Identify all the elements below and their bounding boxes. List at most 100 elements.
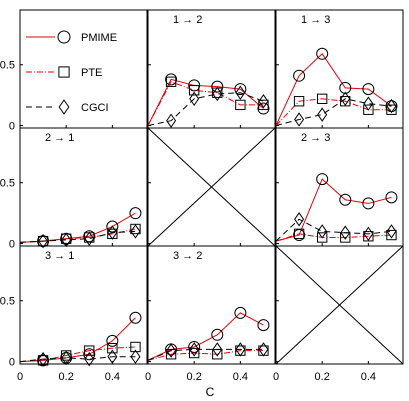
data-point-cgci bbox=[363, 226, 374, 242]
series-cgci bbox=[147, 342, 269, 361]
x-tick-label: 0.4 bbox=[361, 371, 376, 383]
data-point-pmime bbox=[316, 47, 329, 60]
data-point-cgci bbox=[84, 231, 95, 246]
x-tick-label: 0 bbox=[145, 371, 151, 383]
series-line bbox=[275, 233, 392, 242]
data-point-pte bbox=[317, 232, 328, 243]
data-point-pte bbox=[293, 96, 305, 107]
data-point-cgci bbox=[294, 112, 305, 127]
data-point-cgci bbox=[166, 343, 177, 358]
data-point-pte bbox=[386, 104, 397, 115]
data-point-cgci bbox=[317, 107, 328, 122]
y-tick-label: 0 bbox=[9, 121, 15, 133]
panel-frame bbox=[275, 127, 404, 247]
panel-label: 1 → 2 bbox=[173, 14, 202, 26]
data-point-cgci bbox=[386, 98, 397, 114]
panel-frame bbox=[19, 245, 148, 365]
series-line bbox=[147, 350, 264, 361]
data-point-pmime bbox=[339, 193, 352, 206]
data-point-pmime bbox=[234, 306, 247, 319]
data-point-cgci bbox=[317, 224, 328, 239]
series-line bbox=[147, 78, 264, 126]
series-pte bbox=[275, 228, 397, 243]
y-tick-label: 0 bbox=[9, 239, 15, 251]
x-tick-label: 0.4 bbox=[233, 371, 248, 383]
panel-frame bbox=[147, 245, 276, 365]
data-point-pmime bbox=[188, 79, 201, 92]
chart-panels: PMIME PTE CGCI 1 → 2 1 → 3 2 → 1 2 → 3 3 → 1 3 →… bbox=[19, 9, 404, 367]
data-point-cgci bbox=[189, 342, 200, 357]
data-point-cgci bbox=[340, 225, 351, 240]
panel-frame bbox=[19, 127, 148, 247]
x-tick-label: 0 bbox=[17, 371, 23, 383]
data-point-cgci bbox=[294, 212, 305, 227]
data-point-pmime bbox=[211, 80, 224, 93]
data-point-pte bbox=[84, 345, 95, 356]
data-point-cgci bbox=[38, 233, 49, 249]
panel-label: 3 → 1 bbox=[45, 250, 74, 262]
data-point-cgci bbox=[258, 342, 269, 357]
data-point-pmime bbox=[106, 220, 119, 233]
panel-1-1: PMIME PTE CGCI bbox=[19, 9, 148, 129]
data-point-pmime bbox=[129, 311, 142, 324]
legend-marker-diamond bbox=[58, 99, 70, 115]
series-cgci bbox=[19, 349, 141, 367]
data-point-pmime bbox=[385, 191, 398, 204]
data-point-cgci bbox=[386, 224, 397, 239]
data-point-cgci bbox=[107, 225, 118, 240]
y-tick-label: 0.5 bbox=[0, 60, 15, 72]
data-point-cgci bbox=[166, 113, 177, 128]
data-point-cgci bbox=[235, 85, 246, 100]
data-point-pmime bbox=[106, 334, 119, 347]
series-line bbox=[275, 98, 392, 127]
data-point-pmime bbox=[362, 197, 375, 210]
y-tick-label: 0.5 bbox=[0, 296, 15, 308]
x-tick-label: 0.2 bbox=[187, 371, 202, 383]
x-tick-label: 0 bbox=[273, 371, 279, 383]
panel-label: 1 → 3 bbox=[301, 14, 330, 26]
data-point-pmime bbox=[362, 83, 375, 96]
data-point-pte bbox=[189, 347, 200, 359]
data-point-pte bbox=[258, 99, 269, 111]
data-point-pmime bbox=[211, 328, 224, 341]
data-point-pte bbox=[363, 104, 374, 115]
data-point-pmime bbox=[257, 102, 270, 115]
series-line bbox=[275, 53, 392, 126]
series-pmime bbox=[275, 173, 398, 242]
legend-marker-circle bbox=[57, 30, 71, 44]
data-point-cgci bbox=[61, 350, 72, 366]
data-point-pmime bbox=[339, 81, 352, 94]
panel-label: 3 → 2 bbox=[173, 250, 202, 262]
axis-tick-labels: 0 0.5 0 0.5 0 0.5 0 0.2 0.4 0 0.2 0.4 0 0.2 0.4 bbox=[0, 60, 376, 383]
panel-3-2: 3 → 2 bbox=[147, 245, 276, 365]
legend-label: PMIME bbox=[81, 32, 117, 44]
series-line bbox=[275, 178, 392, 242]
x-tick-label: 0.2 bbox=[315, 371, 330, 383]
panel-frame bbox=[275, 245, 404, 365]
data-point-pmime bbox=[293, 69, 306, 82]
series-cgci bbox=[275, 91, 397, 127]
data-point-pmime bbox=[234, 83, 247, 96]
legend-marker-square bbox=[58, 66, 70, 78]
data-point-pte bbox=[130, 341, 141, 353]
legend-label: PTE bbox=[81, 67, 102, 79]
series-cgci bbox=[147, 85, 269, 128]
panel-3-1: 3 → 1 bbox=[19, 245, 148, 367]
data-point-pte bbox=[107, 343, 118, 354]
data-point-pte bbox=[293, 228, 305, 240]
y-tick-label: 0 bbox=[9, 357, 15, 369]
data-point-cgci bbox=[189, 91, 200, 107]
series-cgci bbox=[275, 212, 397, 242]
data-point-cgci bbox=[363, 96, 374, 111]
panel-2-3: 2 → 3 bbox=[275, 127, 404, 247]
series-line bbox=[275, 98, 392, 126]
data-point-pte bbox=[235, 99, 246, 111]
data-point-pmime bbox=[316, 173, 329, 186]
panel-2-2 bbox=[147, 127, 276, 247]
series-pte bbox=[19, 223, 141, 247]
data-point-pte bbox=[165, 76, 177, 87]
data-point-pte bbox=[165, 349, 177, 360]
series-line bbox=[147, 81, 264, 126]
data-point-cgci bbox=[38, 351, 49, 367]
